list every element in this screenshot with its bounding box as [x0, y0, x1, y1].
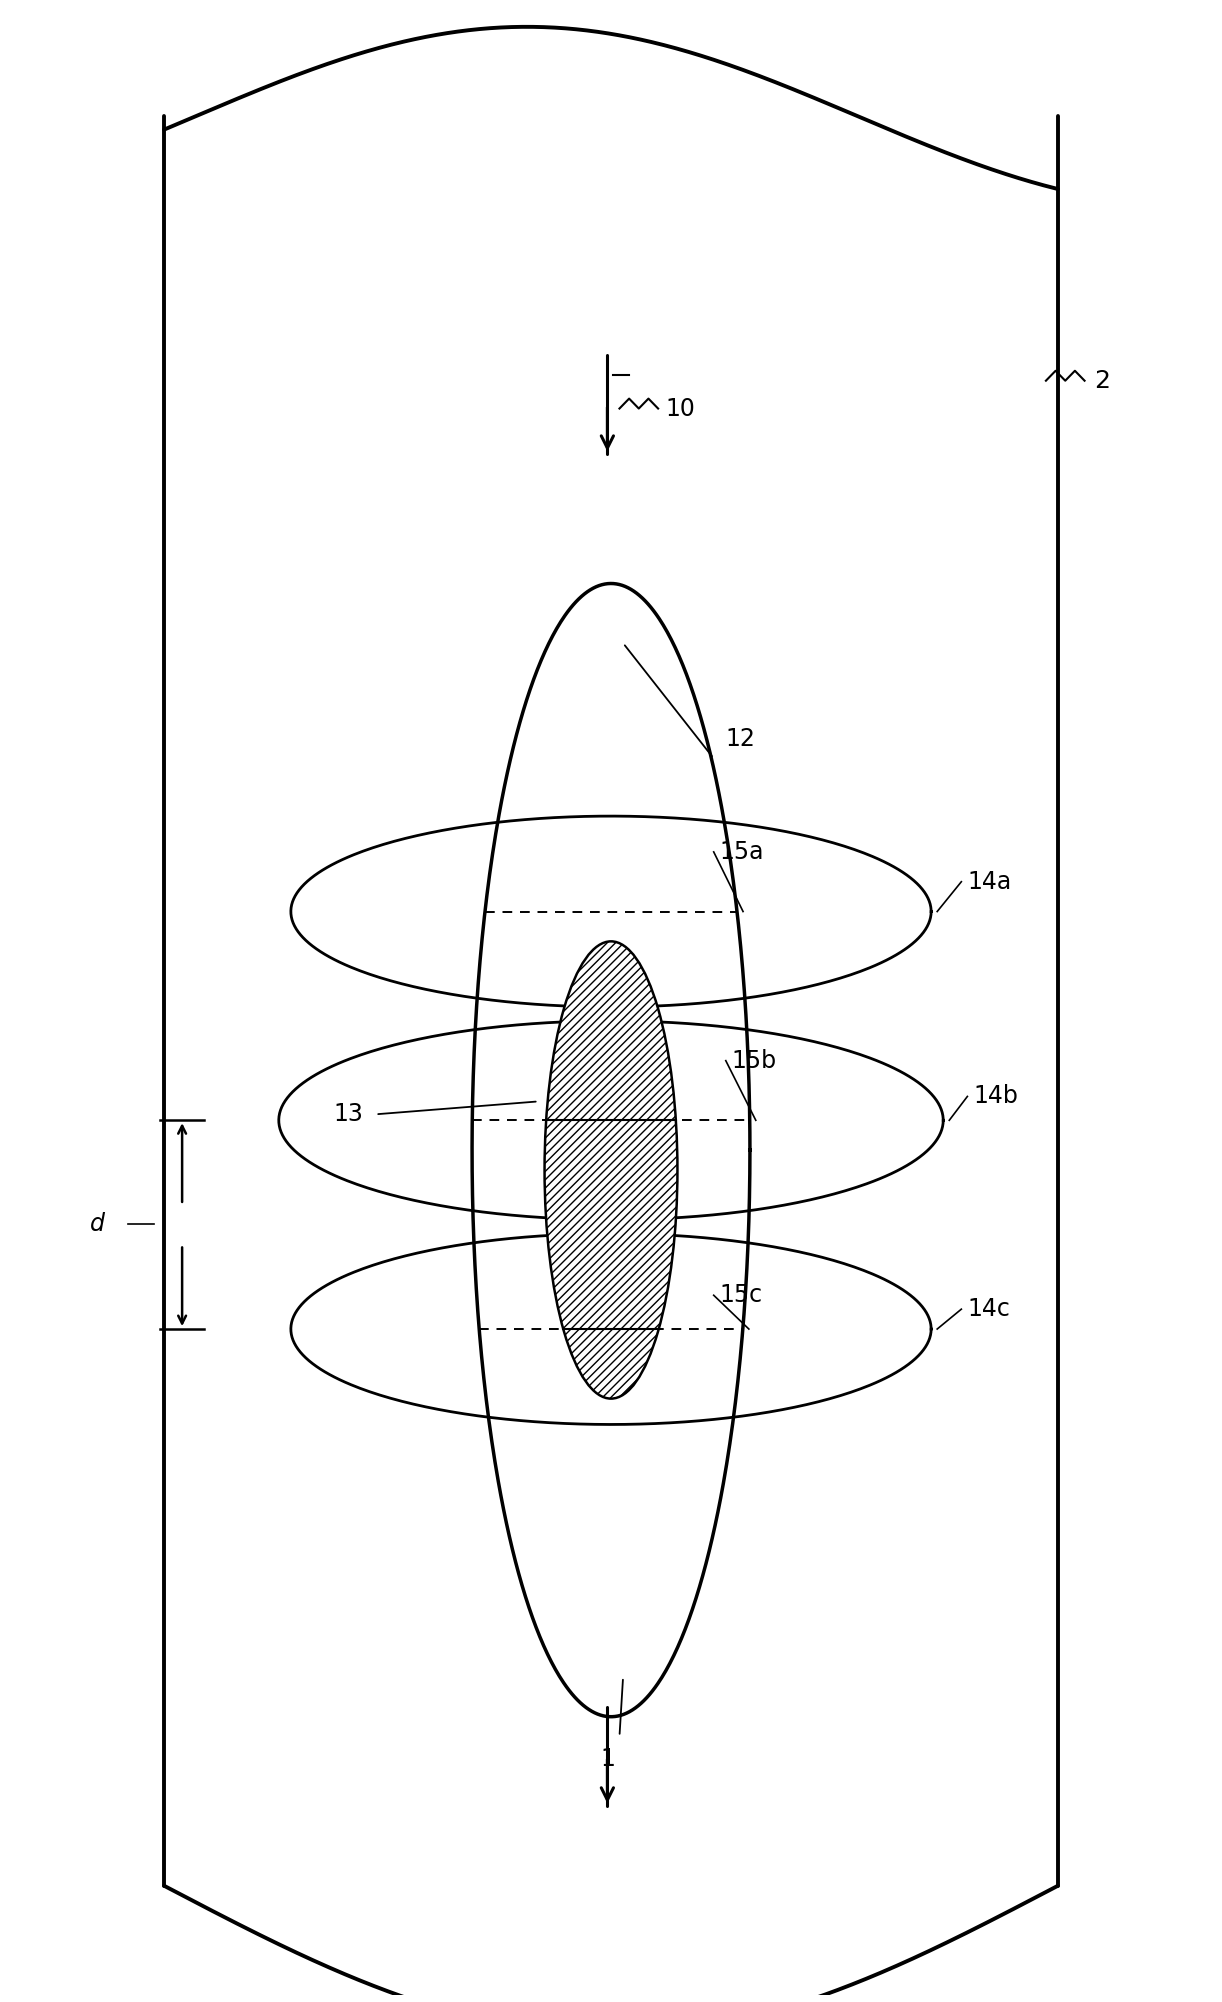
Text: 14a: 14a — [968, 869, 1012, 893]
Text: d: d — [90, 1211, 105, 1235]
Text: 12: 12 — [726, 727, 755, 751]
Text: 15b: 15b — [732, 1049, 777, 1073]
Text: 10: 10 — [665, 396, 695, 420]
Text: 2: 2 — [1094, 368, 1111, 392]
Text: 14b: 14b — [974, 1085, 1018, 1109]
Text: 1: 1 — [600, 1746, 615, 1770]
Text: 15a: 15a — [720, 841, 764, 865]
Text: 14c: 14c — [968, 1297, 1011, 1321]
Text: 15c: 15c — [720, 1283, 763, 1307]
Ellipse shape — [545, 941, 677, 1399]
Text: 13: 13 — [334, 1103, 363, 1127]
